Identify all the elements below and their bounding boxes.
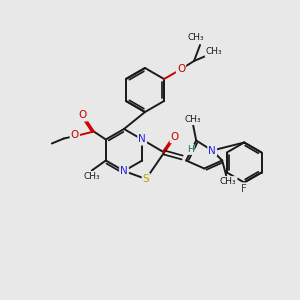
Text: CH₃: CH₃ (185, 115, 202, 124)
Text: O: O (177, 64, 185, 74)
Text: CH₃: CH₃ (188, 32, 204, 41)
Text: N: N (138, 134, 146, 145)
Text: O: O (79, 110, 87, 121)
Text: H: H (187, 145, 194, 154)
Text: CH₃: CH₃ (83, 172, 100, 181)
Text: F: F (241, 184, 247, 194)
Text: O: O (71, 130, 79, 140)
Text: N: N (120, 166, 128, 176)
Text: S: S (143, 174, 149, 184)
Text: O: O (171, 132, 179, 142)
Text: CH₃: CH₃ (206, 47, 222, 56)
Text: N: N (208, 146, 216, 155)
Text: CH₃: CH₃ (220, 177, 236, 186)
